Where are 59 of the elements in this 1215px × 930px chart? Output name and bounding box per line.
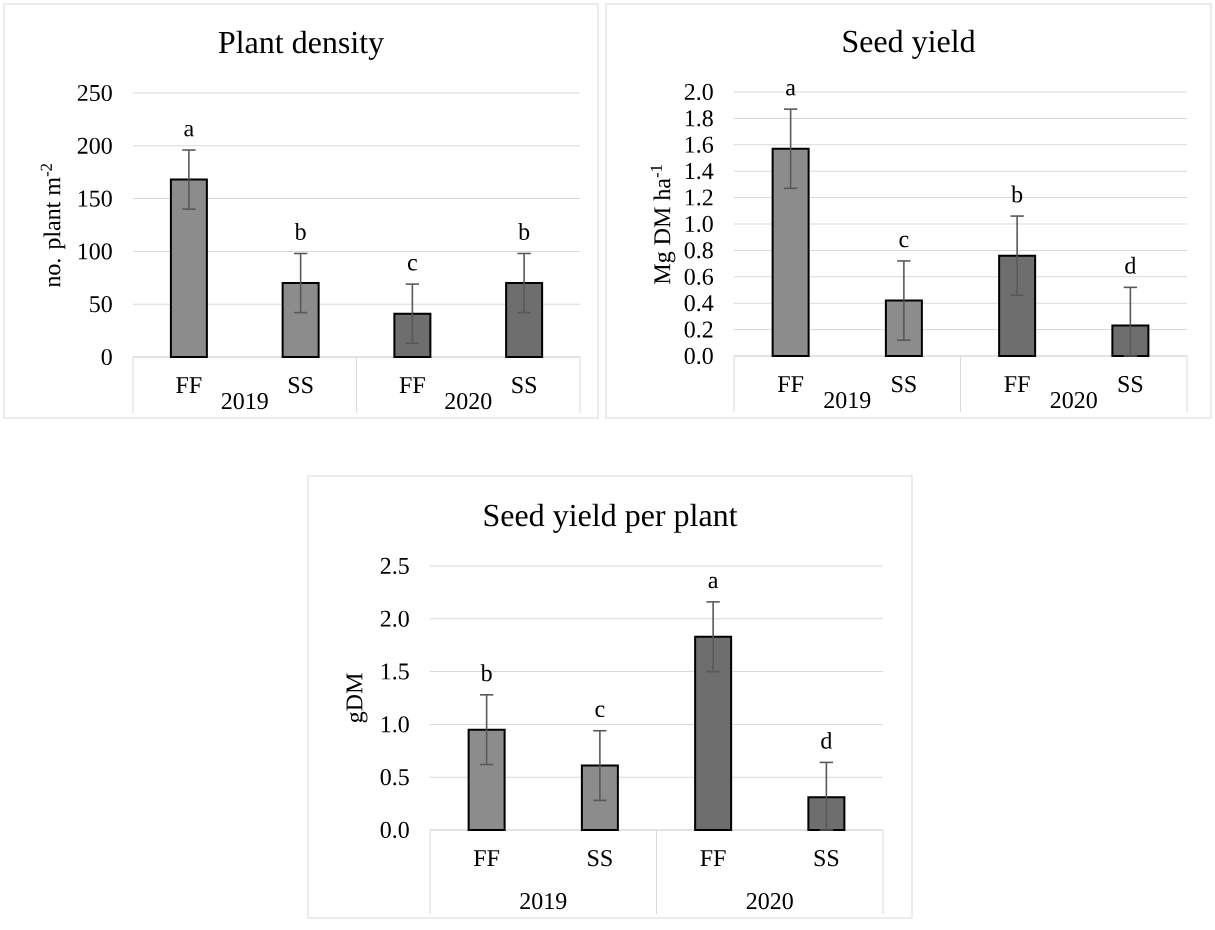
y-tick-label: 100 bbox=[78, 243, 112, 260]
x-tick-label: FF bbox=[777, 376, 804, 392]
y-tick-label: 0 bbox=[101, 348, 112, 366]
y-tick-label: 1.5 bbox=[381, 663, 409, 680]
x-tick-label: FF bbox=[399, 377, 425, 393]
text: 2019 bbox=[520, 893, 567, 910]
data-label: c bbox=[595, 705, 605, 718]
y-tick-label: 0.6 bbox=[684, 268, 714, 285]
y-tick-label: 1.0 bbox=[381, 716, 409, 733]
chart-title: Plant density bbox=[218, 30, 385, 60]
y-tick-label: 0.0 bbox=[684, 347, 713, 365]
x-tick-label: FF bbox=[1004, 376, 1030, 392]
y-tick-label: 1.6 bbox=[685, 136, 714, 153]
y-tick-label: 2.0 bbox=[684, 83, 713, 101]
y-tick-label: 0.0 bbox=[380, 821, 409, 839]
y-tick-label: 150 bbox=[78, 190, 112, 207]
x-tick-label: FF bbox=[473, 850, 500, 866]
y-tick-label: 200 bbox=[77, 137, 112, 154]
x-tick-label: SS bbox=[588, 850, 612, 867]
y-tick-label: 0.4 bbox=[684, 295, 714, 312]
x-tick-label: SS bbox=[892, 376, 916, 393]
x-tick-label: SS bbox=[814, 850, 839, 867]
y-tick-label: 1.2 bbox=[685, 189, 713, 206]
y-tick-label: 1.0 bbox=[685, 215, 713, 233]
y-tick-label: 2.5 bbox=[380, 557, 409, 575]
y-axis-title: gDM bbox=[346, 673, 368, 723]
data-label: c bbox=[899, 235, 909, 248]
series-label: 2019 bbox=[221, 393, 268, 410]
y-tick-label: 0.2 bbox=[684, 321, 713, 338]
y-axis-title: no. plant m$^{-2}$ bbox=[40, 163, 66, 288]
y-tick-label: 1.4 bbox=[685, 163, 714, 180]
x-tick-label: SS bbox=[1118, 376, 1143, 393]
y-tick-label: 250 bbox=[77, 84, 112, 102]
y-tick-label: 2.0 bbox=[380, 610, 409, 627]
data-label: a bbox=[786, 84, 796, 96]
chart-title: Seed yield bbox=[843, 29, 976, 59]
y-tick-label: 1.8 bbox=[685, 110, 713, 127]
data-label: b bbox=[1011, 185, 1023, 203]
data-label: a bbox=[708, 576, 719, 589]
series-label: 2020 bbox=[1050, 392, 1097, 409]
data-label: d bbox=[1125, 256, 1137, 274]
data-label: b bbox=[518, 223, 530, 240]
text: 2020 bbox=[746, 893, 793, 910]
y-tick-label: 0.8 bbox=[684, 242, 713, 259]
x-tick-label: FF bbox=[176, 377, 202, 393]
x-tick-label: SS bbox=[512, 377, 536, 394]
y-axis-title: Mg DM ha$^{-1}$ bbox=[650, 165, 676, 284]
data-label: d bbox=[821, 731, 833, 749]
series-label: 2020 bbox=[445, 393, 492, 410]
data-label: b bbox=[294, 223, 306, 240]
y-tick-label: 50 bbox=[90, 296, 112, 313]
x-tick-label: FF bbox=[700, 850, 726, 866]
chart-title: Seed yield per plant bbox=[484, 503, 738, 533]
x-tick-label: SS bbox=[288, 377, 313, 394]
y-tick-label: 0.5 bbox=[380, 769, 409, 786]
data-label: a bbox=[184, 124, 194, 137]
series-label: 2019 bbox=[824, 392, 871, 409]
data-label: c bbox=[407, 258, 417, 271]
data-label: b bbox=[480, 664, 492, 682]
